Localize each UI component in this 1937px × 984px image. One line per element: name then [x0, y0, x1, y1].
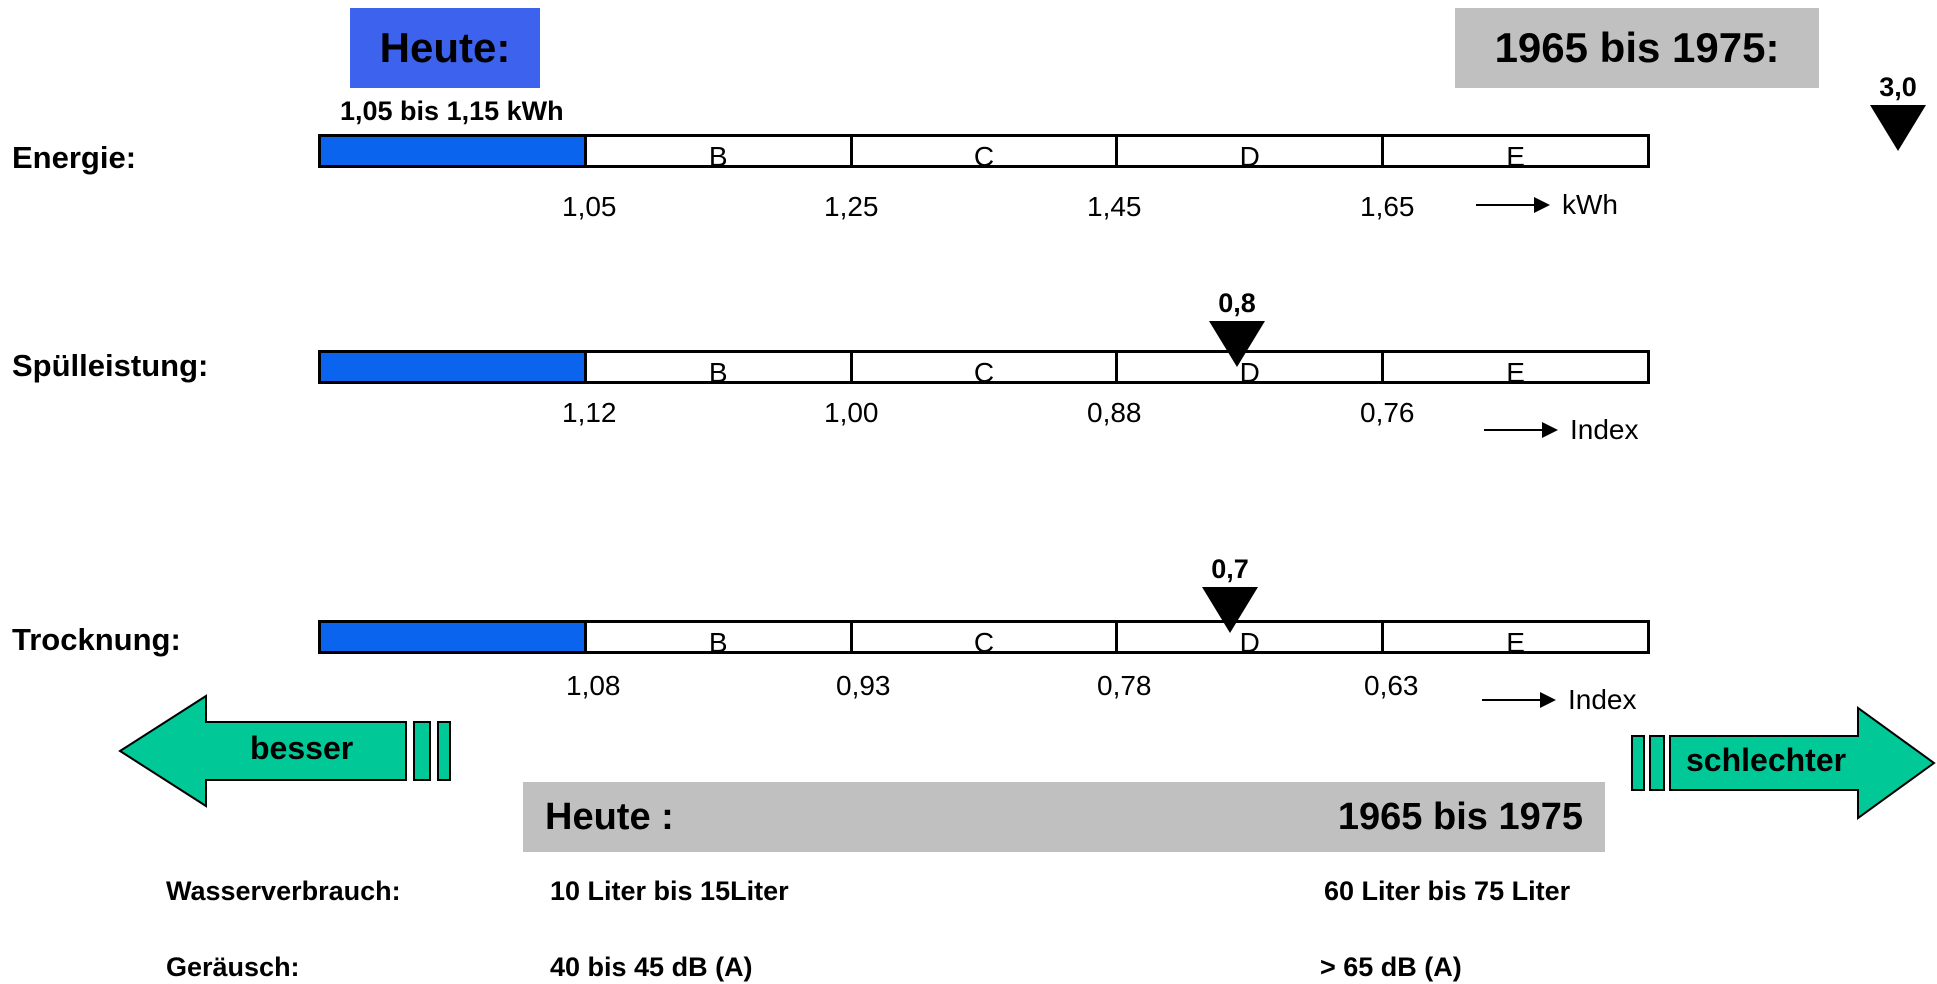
rinse-old-marker: 0,8 [1207, 288, 1267, 367]
energy-old-marker-value: 3,0 [1879, 72, 1917, 102]
drying-scale: B C D E [318, 620, 1650, 657]
rinse-tick: 0,88 [1087, 397, 1142, 428]
energy-today-value: 1,05 bis 1,15 kWh [340, 96, 564, 126]
rinse-tick: 1,00 [824, 397, 879, 428]
rinse-unit: Index [1484, 414, 1639, 446]
rinse-label: Spülleistung: [12, 348, 209, 383]
drying-tick: 0,93 [836, 670, 891, 701]
drying-segment-d: D [1115, 623, 1381, 657]
energy-old-marker: 3,0 [1868, 72, 1928, 151]
rinse-segment-b: B [583, 353, 850, 387]
energy-segment-d: D [1115, 137, 1381, 171]
comparison-row-today: 40 bis 45 dB (A) [550, 952, 753, 982]
arrow-right-icon [1476, 197, 1550, 213]
comparison-period-header: 1965 bis 1975 [1337, 796, 1583, 838]
comparison-today-header: Heute : [545, 796, 674, 838]
arrow-right-icon [1482, 692, 1556, 708]
today-header-label: Heute: [379, 24, 511, 71]
drying-segment-b: B [583, 623, 850, 657]
rinse-old-marker-value: 0,8 [1218, 288, 1256, 318]
drying-segment-c: C [849, 623, 1116, 657]
comparison-row-label: Wasserverbrauch: [166, 876, 401, 906]
energy-segment-e: E [1381, 137, 1647, 171]
energy-tick: 1,45 [1087, 191, 1142, 222]
worse-label: schlechter [1686, 742, 1847, 778]
comparison-row-period: 60 Liter bis 75 Liter [1324, 876, 1571, 906]
rinse-segment-c: C [849, 353, 1116, 387]
rinse-scale: B C D E [318, 350, 1650, 387]
drying-unit: Index [1482, 684, 1637, 716]
comparison-row-today: 10 Liter bis 15Liter [550, 876, 789, 906]
rinse-tick: 0,76 [1360, 397, 1415, 428]
drying-tick: 0,78 [1097, 670, 1152, 701]
period-header-box: 1965 bis 1975: [1455, 8, 1819, 88]
drying-old-marker-value: 0,7 [1211, 554, 1249, 584]
energy-segment-c: C [849, 137, 1116, 171]
energy-tick: 1,25 [824, 191, 879, 222]
comparison-header: Heute : 1965 bis 1975 [523, 782, 1605, 852]
energy-tick: 1,65 [1360, 191, 1415, 222]
drying-tick: 0,63 [1364, 670, 1419, 701]
comparison-row-period: > 65 dB (A) [1320, 952, 1462, 982]
triangle-down-icon [1202, 587, 1258, 633]
rinse-tick: 1,12 [562, 397, 617, 428]
better-arrow-icon [118, 694, 464, 808]
drying-label: Trocknung: [12, 622, 181, 657]
period-header-label: 1965 bis 1975: [1494, 24, 1780, 71]
drying-old-marker: 0,7 [1200, 554, 1260, 633]
worse-arrow-icon [1630, 706, 1936, 820]
drying-segment-a [321, 623, 584, 651]
better-label: besser [250, 730, 354, 766]
energy-segment-b: B [583, 137, 850, 171]
rinse-segment-a [321, 353, 584, 381]
rinse-segment-e: E [1381, 353, 1647, 387]
comparison-row-label: Geräusch: [166, 952, 300, 982]
triangle-down-icon [1209, 321, 1265, 367]
drying-segment-e: E [1381, 623, 1647, 657]
today-header-box: Heute: [350, 8, 540, 88]
arrow-right-icon [1484, 422, 1558, 438]
drying-tick: 1,08 [566, 670, 621, 701]
energy-unit: kWh [1476, 189, 1618, 221]
energy-scale: B C D E [318, 134, 1650, 171]
triangle-down-icon [1870, 105, 1926, 151]
energy-tick: 1,05 [562, 191, 617, 222]
energy-segment-a [321, 137, 584, 165]
energy-label: Energie: [12, 140, 137, 175]
